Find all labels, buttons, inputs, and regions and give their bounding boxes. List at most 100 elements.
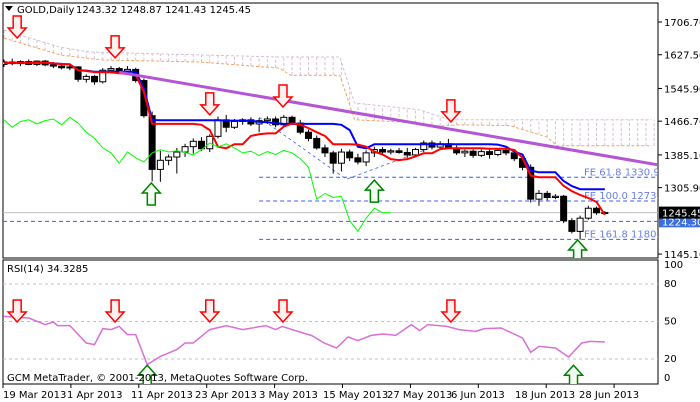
- axes: 1706.70 1627.50 1545.90 1466.70 1385.10 1305.…: [2, 18, 700, 401]
- candle[interactable]: [91, 75, 99, 83]
- arrow-down-icon: [440, 99, 462, 123]
- price-tick-label: 1627.50: [664, 51, 700, 62]
- candle[interactable]: [313, 137, 321, 149]
- candle[interactable]: [560, 195, 568, 222]
- price-tick-label: 1466.70: [664, 117, 700, 128]
- candle[interactable]: [189, 140, 197, 148]
- fibo-level-label: FE 161.8 1180.80: [584, 229, 672, 240]
- candle[interactable]: [568, 220, 576, 232]
- candle[interactable]: [58, 65, 66, 69]
- candle[interactable]: [354, 157, 362, 163]
- candle[interactable]: [387, 150, 395, 153]
- price-tick-label: 1706.70: [664, 18, 700, 29]
- candle[interactable]: [494, 149, 502, 156]
- candle[interactable]: [115, 68, 123, 72]
- candle[interactable]: [576, 217, 584, 232]
- candle[interactable]: [412, 149, 419, 156]
- candle[interactable]: [527, 166, 535, 200]
- date-label: 27 May 2013: [387, 390, 452, 401]
- tenkan-sen-line: [3, 61, 606, 216]
- candle[interactable]: [502, 149, 510, 154]
- triangle-down-icon[interactable]: [5, 6, 13, 11]
- candle[interactable]: [395, 150, 403, 153]
- candle[interactable]: [272, 118, 280, 126]
- rsi-axis-label: 50: [664, 317, 677, 328]
- date-label: 11 Apr 2013: [131, 390, 193, 401]
- chart-ohlc: 1243.32 1248.87 1241.43 1245.45: [76, 5, 251, 16]
- candle[interactable]: [74, 66, 82, 80]
- fibo-level-label: FE 100.0 1273.57: [584, 191, 672, 202]
- rsi-plot-area: [3, 283, 658, 384]
- candle[interactable]: [329, 152, 337, 164]
- copyright-text: GCM MetaTrader, © 2001-2013, MetaQuotes …: [7, 373, 308, 384]
- candle[interactable]: [165, 156, 173, 161]
- candle[interactable]: [461, 150, 469, 154]
- price-tick-label: 1305.90: [664, 184, 700, 195]
- candle[interactable]: [477, 151, 485, 156]
- candle[interactable]: [543, 192, 551, 198]
- date-label: 23 Apr 2013: [195, 390, 257, 401]
- arrow-down-icon: [6, 299, 28, 324]
- rsi-axis-label: 100: [664, 260, 683, 271]
- candle[interactable]: [148, 115, 156, 170]
- candle[interactable]: [107, 68, 115, 71]
- candle[interactable]: [173, 151, 181, 158]
- candle[interactable]: [82, 75, 90, 80]
- arrow-down-icon: [104, 299, 126, 324]
- candle[interactable]: [551, 195, 559, 198]
- rsi-axis-label: 0: [664, 373, 670, 384]
- candle[interactable]: [214, 119, 222, 137]
- candle[interactable]: [486, 151, 494, 156]
- arrow-down-icon: [104, 35, 126, 59]
- chikou-span-line: [3, 116, 391, 233]
- candle[interactable]: [362, 152, 370, 163]
- price-tick-label: 1385.10: [664, 151, 700, 162]
- senkou-span-a-line: [3, 37, 652, 147]
- candle[interactable]: [593, 207, 601, 214]
- arrow-down-icon: [272, 299, 294, 324]
- candle[interactable]: [379, 149, 387, 153]
- candle[interactable]: [420, 142, 428, 151]
- candle[interactable]: [510, 152, 518, 160]
- arrow-down-icon: [440, 299, 462, 324]
- arrow-down-icon: [6, 15, 28, 40]
- candle[interactable]: [263, 118, 271, 122]
- candle[interactable]: [288, 116, 296, 124]
- candle[interactable]: [305, 131, 313, 139]
- arrow-down-icon: [272, 84, 294, 109]
- price-tick-label: 1545.90: [664, 84, 700, 95]
- candle[interactable]: [321, 147, 329, 154]
- candle[interactable]: [99, 69, 107, 83]
- rsi-label: RSI(14) 34.3285: [7, 264, 88, 275]
- candle[interactable]: [469, 150, 477, 156]
- main-plot-area: FE 61.8 1330.92 FE 100.0 1273.57 FE 161.8 …: [3, 15, 672, 258]
- date-label: 15 May 2013: [323, 390, 388, 401]
- candle[interactable]: [49, 64, 57, 67]
- arrow-down-icon: [199, 299, 221, 324]
- candle[interactable]: [337, 151, 345, 164]
- marked-level-label: 1224.30: [662, 217, 700, 228]
- candle[interactable]: [181, 146, 189, 153]
- date-label: 3 May 2013: [259, 390, 318, 401]
- chart-symbol: GOLD,Daily: [17, 5, 74, 16]
- candle[interactable]: [535, 192, 543, 200]
- candle[interactable]: [584, 207, 592, 219]
- candle[interactable]: [198, 140, 206, 150]
- arrow-up-icon: [562, 364, 585, 384]
- current-price-label-box: [659, 206, 700, 219]
- candle[interactable]: [156, 159, 164, 170]
- date-label: 19 Mar 2013: [3, 390, 66, 401]
- rsi-axis-label: 80: [664, 279, 677, 290]
- rsi-line: [3, 315, 605, 366]
- trendline[interactable]: [118, 70, 658, 167]
- candle[interactable]: [230, 120, 238, 128]
- date-label: 6 Jun 2013: [451, 390, 505, 401]
- candle[interactable]: [346, 151, 354, 159]
- arrow-up-icon: [136, 364, 158, 384]
- date-label: 18 Jun 2013: [515, 390, 575, 401]
- rsi-axis-label: 20: [664, 354, 677, 365]
- main-price-panel[interactable]: [2, 2, 659, 259]
- date-label: 1 Apr 2013: [67, 390, 122, 401]
- candle[interactable]: [403, 151, 411, 156]
